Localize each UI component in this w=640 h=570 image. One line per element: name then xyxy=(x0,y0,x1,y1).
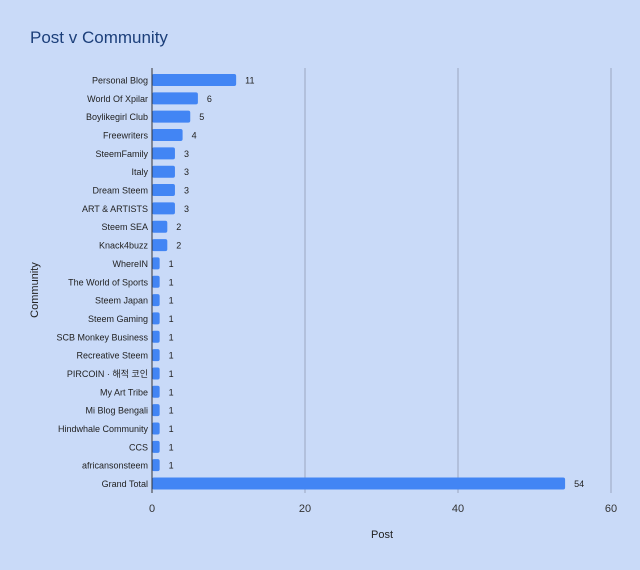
data-label: 1 xyxy=(169,314,174,324)
category-label: africansonsteem xyxy=(82,461,148,471)
bar xyxy=(152,239,168,252)
bar xyxy=(152,367,160,380)
data-label: 3 xyxy=(184,204,189,214)
bar xyxy=(152,129,183,142)
bar xyxy=(152,294,160,307)
data-label: 1 xyxy=(169,296,174,306)
category-label: CCS xyxy=(129,442,148,452)
category-label: Dream Steem xyxy=(92,186,148,196)
category-label: Steem Japan xyxy=(95,296,148,306)
bar xyxy=(152,385,160,398)
data-label: 1 xyxy=(169,424,174,434)
bar xyxy=(152,202,175,215)
x-tick-label: 40 xyxy=(452,503,464,515)
data-label: 1 xyxy=(169,369,174,379)
category-label: Italy xyxy=(131,167,148,177)
category-label: My Art Tribe xyxy=(100,387,148,397)
category-label: Knack4buzz xyxy=(99,241,149,251)
chart-title: Post v Community xyxy=(30,28,168,47)
bar xyxy=(152,312,160,325)
bar xyxy=(152,404,160,417)
bar xyxy=(152,257,160,270)
category-label: The World of Sports xyxy=(68,277,148,287)
category-label: Steem SEA xyxy=(101,222,148,232)
bar xyxy=(152,422,160,435)
category-label: Personal Blog xyxy=(92,76,148,86)
x-tick-label: 20 xyxy=(299,503,311,515)
data-label: 2 xyxy=(176,222,181,232)
data-label: 3 xyxy=(184,167,189,177)
data-label: 2 xyxy=(176,241,181,251)
data-label: 54 xyxy=(574,479,584,489)
category-label: ART & ARTISTS xyxy=(82,204,148,214)
bar xyxy=(152,184,175,197)
data-label: 1 xyxy=(169,461,174,471)
bar xyxy=(152,275,160,288)
category-label: SCB Monkey Business xyxy=(56,332,148,342)
bar xyxy=(152,92,198,105)
x-tick-label: 0 xyxy=(149,503,155,515)
data-label: 3 xyxy=(184,149,189,159)
bar xyxy=(152,330,160,343)
data-label: 1 xyxy=(169,351,174,361)
category-label: PIRCOIN · 해적 코인 xyxy=(67,368,148,379)
category-label: SteemFamily xyxy=(95,149,148,159)
category-label: Mi Blog Bengali xyxy=(85,406,148,416)
data-label: 11 xyxy=(245,76,254,86)
data-label: 6 xyxy=(207,94,212,104)
data-label: 1 xyxy=(169,332,174,342)
data-label: 3 xyxy=(184,186,189,196)
bar xyxy=(152,349,160,362)
category-label: Freewriters xyxy=(103,131,149,141)
category-label: Hindwhale Community xyxy=(58,424,149,434)
data-label: 1 xyxy=(169,277,174,287)
bar xyxy=(152,165,175,178)
bar xyxy=(152,74,237,86)
category-label: Boylikegirl Club xyxy=(86,112,148,122)
x-tick-label: 60 xyxy=(605,503,617,515)
bar xyxy=(152,220,168,233)
data-label: 1 xyxy=(169,406,174,416)
bar xyxy=(152,440,160,453)
category-label: Grand Total xyxy=(102,479,148,489)
bar xyxy=(152,459,160,472)
category-label: WhereIN xyxy=(112,259,148,269)
data-label: 5 xyxy=(199,112,204,122)
data-label: 1 xyxy=(169,442,174,452)
x-axis-title: Post xyxy=(371,529,393,541)
data-label: 1 xyxy=(169,387,174,397)
bar xyxy=(152,110,191,123)
bar xyxy=(152,147,175,160)
category-label: Recreative Steem xyxy=(76,351,148,361)
y-axis-title: Community xyxy=(29,262,41,318)
data-label: 4 xyxy=(192,131,197,141)
category-label: World Of Xpilar xyxy=(87,94,148,104)
category-label: Steem Gaming xyxy=(88,314,148,324)
data-label: 1 xyxy=(169,259,174,269)
bar xyxy=(152,477,566,490)
